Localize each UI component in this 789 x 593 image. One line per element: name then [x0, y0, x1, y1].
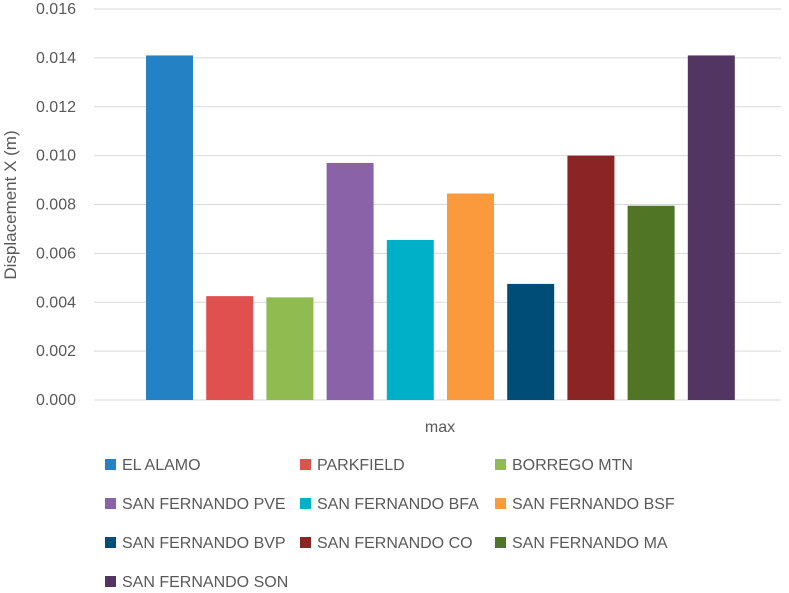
- bar-san-fernando-bsf: [447, 193, 494, 400]
- legend-label: SAN FERNANDO PVE: [122, 496, 286, 513]
- y-tick-label: 0.006: [36, 245, 76, 262]
- y-tick-label: 0.002: [36, 343, 76, 360]
- legend-label: SAN FERNANDO CO: [317, 535, 473, 552]
- y-tick-label: 0.008: [36, 197, 76, 214]
- y-tick-label: 0.012: [36, 99, 76, 116]
- legend-swatch: [105, 576, 116, 587]
- legend-label: SAN FERNANDO SON: [122, 574, 288, 591]
- legend-label: SAN FERNANDO MA: [512, 535, 668, 552]
- legend-label: SAN FERNANDO BVP: [122, 535, 286, 552]
- legend-item: SAN FERNANDO SON: [105, 574, 288, 591]
- x-category-label: max: [425, 419, 455, 436]
- legend-swatch: [495, 459, 506, 470]
- legend-swatch: [300, 498, 311, 509]
- legend-label: SAN FERNANDO BSF: [512, 496, 675, 513]
- y-tick-label: 0.010: [36, 148, 76, 165]
- y-tick-label: 0.016: [36, 1, 76, 18]
- gridlines: [94, 8, 781, 401]
- y-axis-ticks: 0.000 0.002 0.004 0.006 0.008 0.010 0.012 0.014…: [36, 1, 76, 409]
- legend-item: SAN FERNANDO BVP: [105, 535, 286, 552]
- legend-item: EL ALAMO: [105, 457, 201, 474]
- legend-item: SAN FERNANDO BSF: [495, 496, 675, 513]
- bar-san-fernando-pve: [326, 162, 374, 400]
- legend-item: PARKFIELD: [300, 457, 405, 474]
- legend-label: PARKFIELD: [317, 457, 405, 474]
- legend-swatch: [300, 537, 311, 548]
- legend-item: BORREGO MTN: [495, 457, 633, 474]
- bar-el-alamo: [146, 55, 193, 401]
- y-tick-label: 0.014: [36, 50, 76, 67]
- y-tick-label: 0.004: [36, 294, 76, 311]
- legend-item: SAN FERNANDO BFA: [300, 496, 479, 513]
- bar-san-fernando-ma: [627, 205, 675, 400]
- legend-label: BORREGO MTN: [512, 457, 633, 474]
- legend-label: EL ALAMO: [122, 457, 201, 474]
- legend-swatch: [495, 537, 506, 548]
- legend-swatch: [300, 459, 311, 470]
- bar-borrego-mtn: [266, 297, 314, 400]
- bars: [146, 55, 735, 401]
- legend-swatch: [495, 498, 506, 509]
- legend-swatch: [105, 537, 116, 548]
- legend-swatch: [105, 459, 116, 470]
- y-axis-label: Displacement X (m): [1, 130, 20, 279]
- bar-parkfield: [206, 296, 254, 400]
- legend-swatch: [105, 498, 116, 509]
- y-tick-label: 0.000: [36, 392, 76, 409]
- bar-san-fernando-co: [567, 155, 615, 400]
- bar-san-fernando-bfa: [386, 239, 434, 400]
- legend-item: SAN FERNANDO MA: [495, 535, 668, 552]
- bar-san-fernando-bvp: [507, 283, 555, 400]
- legend-item: SAN FERNANDO PVE: [105, 496, 286, 513]
- legend: EL ALAMO PARKFIELD BORREGO MTN SAN FERNANDO…: [105, 457, 675, 591]
- legend-label: SAN FERNANDO BFA: [317, 496, 479, 513]
- legend-item: SAN FERNANDO CO: [300, 535, 473, 552]
- bar-san-fernando-son: [687, 55, 735, 401]
